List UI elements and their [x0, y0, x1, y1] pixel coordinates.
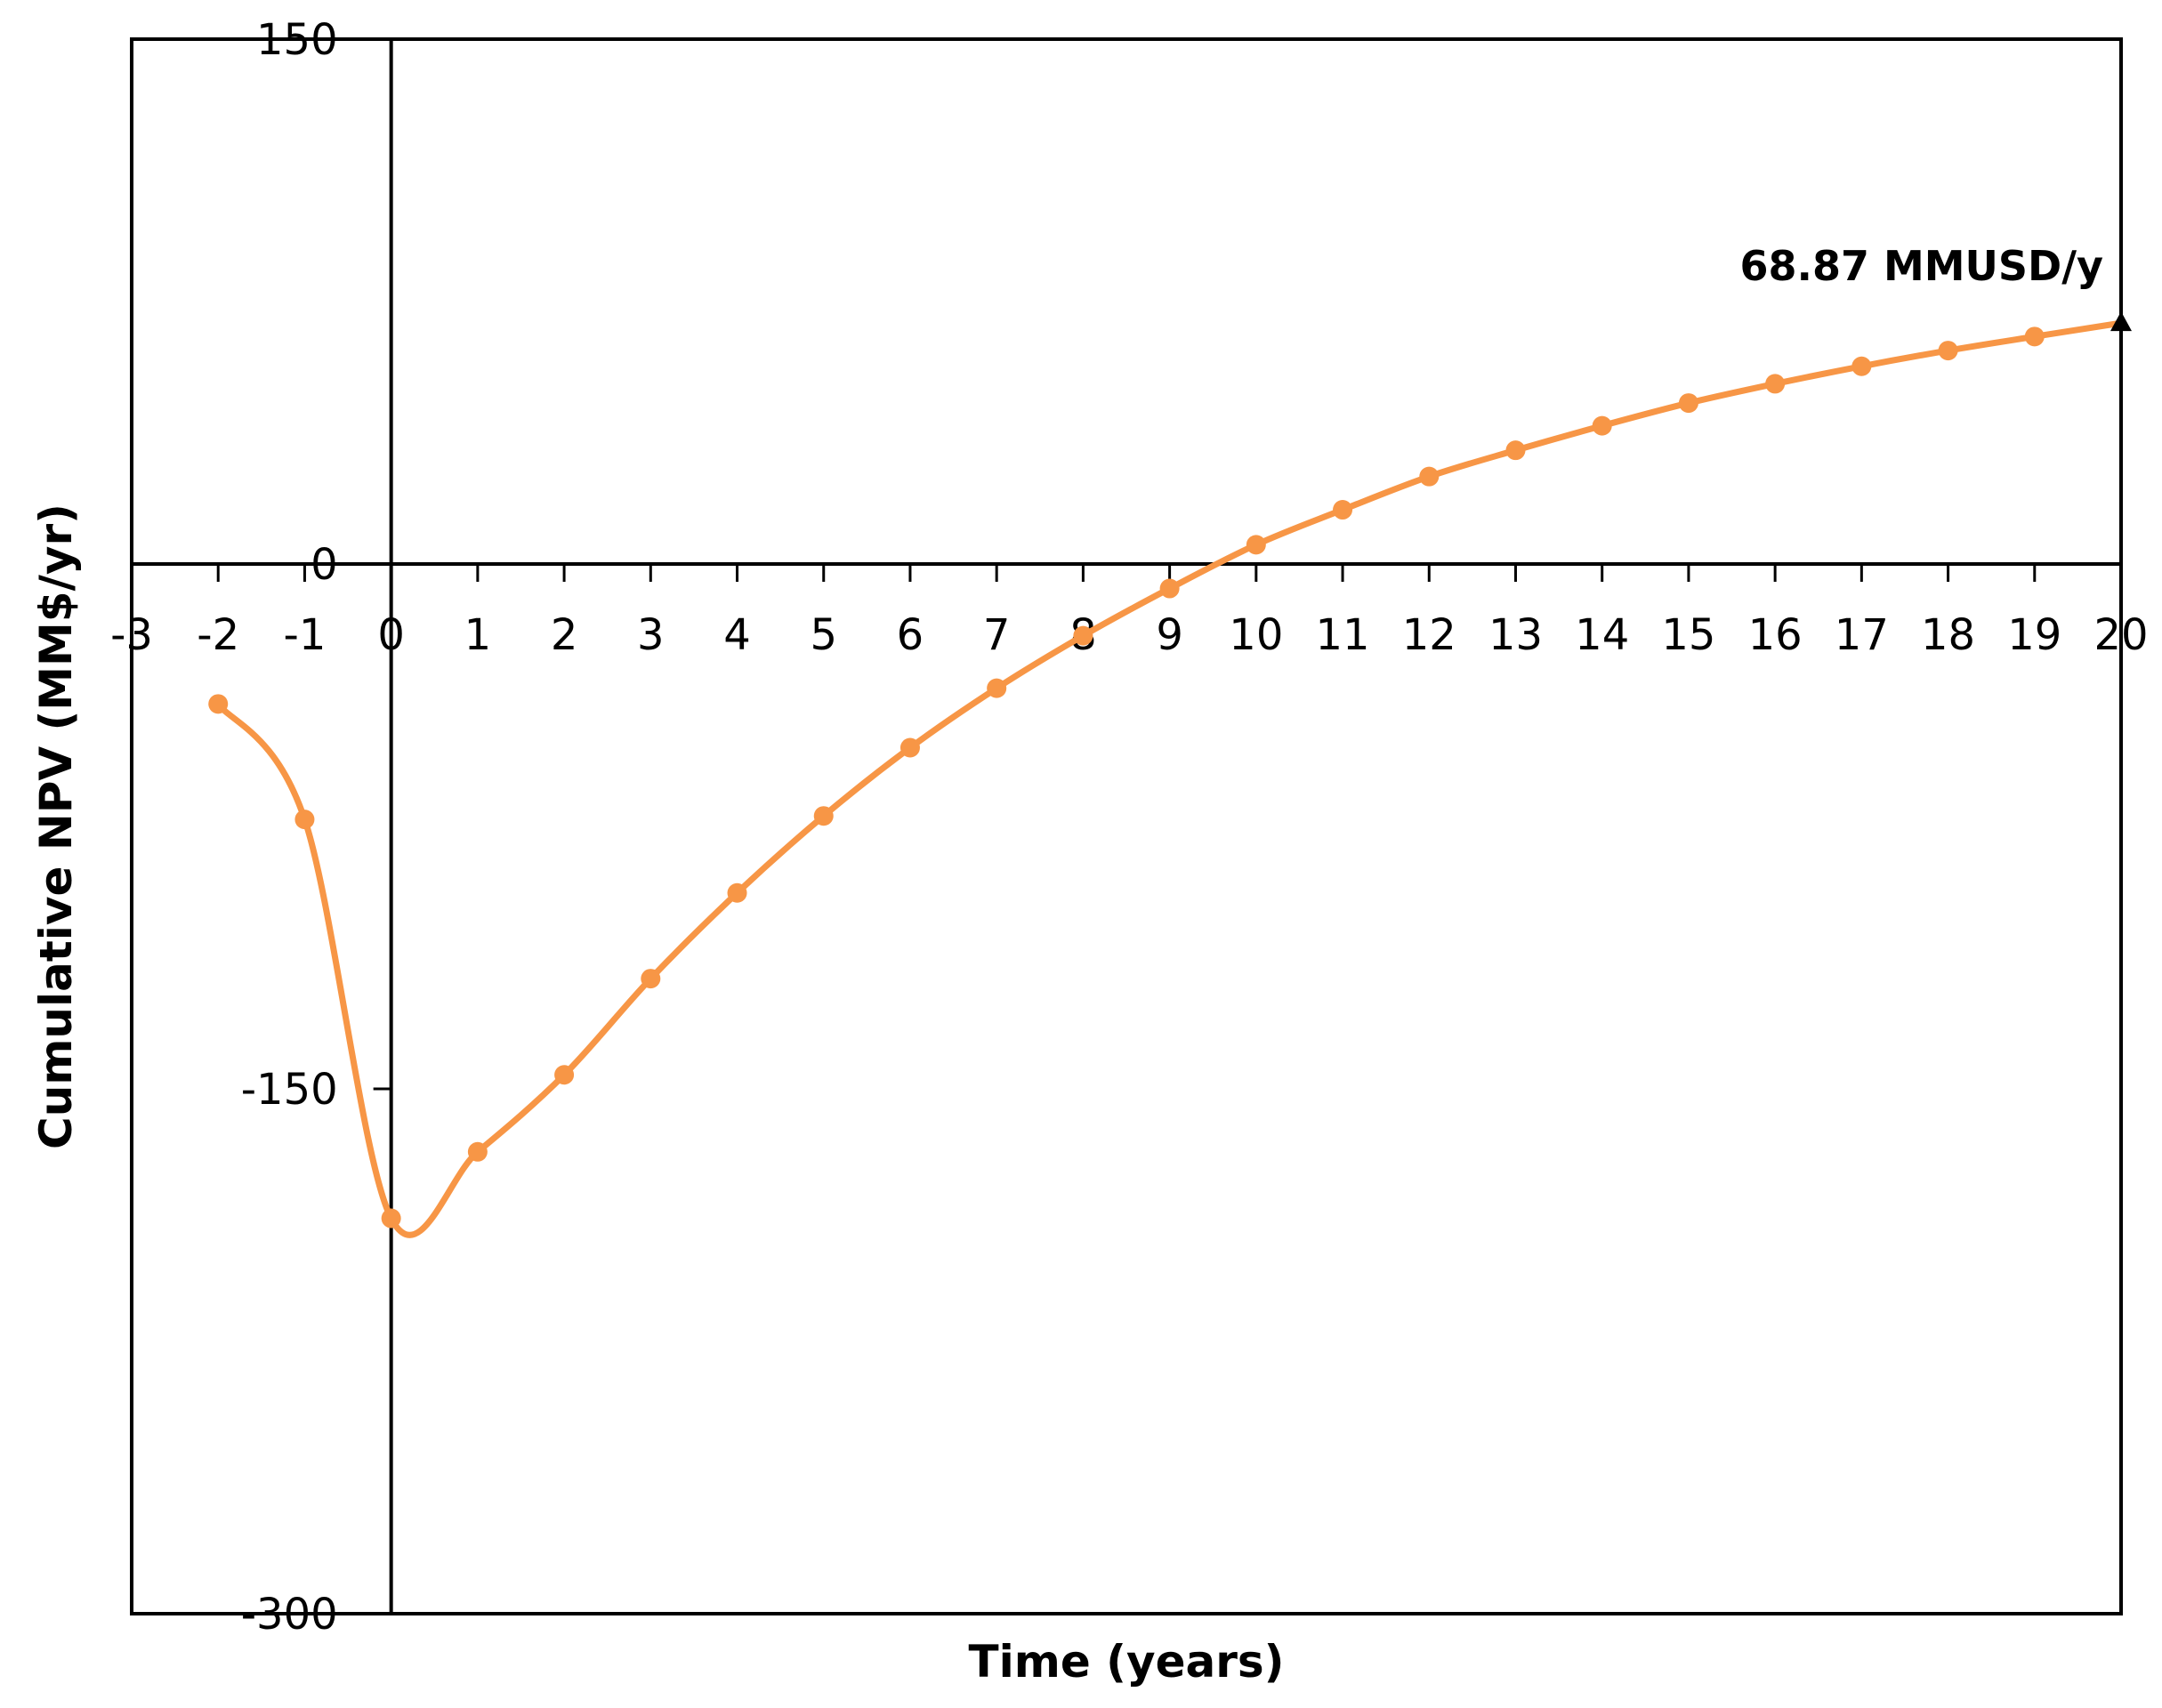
data-point	[2024, 326, 2045, 347]
x-tick-label: 1	[464, 610, 492, 660]
y-axis-label: Cumulative NPV (MM$/yr)	[30, 504, 82, 1149]
x-tick-label: 13	[1488, 610, 1543, 660]
x-tick-label: 0	[377, 610, 405, 660]
x-tick-label: 15	[1661, 610, 1715, 660]
plot-frame	[130, 37, 2123, 1615]
data-point	[1246, 535, 1266, 555]
x-tick-label: -3	[110, 610, 153, 660]
data-point	[813, 806, 834, 826]
x-axis-label: Time (years)	[968, 1636, 1284, 1688]
y-axis-ticks: 150 0 -150 -300	[241, 15, 391, 1640]
x-tick-label: 9	[1156, 610, 1183, 660]
annotation-marker-triangle	[2110, 311, 2132, 332]
data-point	[1592, 415, 1612, 436]
data-point	[1851, 356, 1872, 376]
x-tick-label: 16	[1748, 610, 1803, 660]
data-point	[1333, 500, 1353, 520]
x-tick-label: 19	[2007, 610, 2061, 660]
x-tick-label: 6	[897, 610, 924, 660]
x-tick-label: 3	[637, 610, 665, 660]
data-point	[1159, 578, 1180, 599]
data-point	[641, 969, 661, 989]
x-axis-ticks: -3-2-101234567891011121314151617181920	[110, 564, 2149, 660]
data-point	[1678, 393, 1698, 414]
x-tick-label: 20	[2093, 610, 2148, 660]
data-point	[467, 1141, 488, 1162]
y-tick-label: -300	[241, 1590, 338, 1640]
y-tick-label: 0	[311, 540, 338, 590]
data-point	[1505, 440, 1526, 461]
y-tick-label: 150	[256, 15, 338, 65]
data-point	[1073, 625, 1093, 646]
x-tick-label: -1	[284, 610, 327, 660]
data-point	[381, 1208, 401, 1229]
series-points	[208, 326, 2045, 1229]
x-tick-label: 5	[810, 610, 837, 660]
series-line	[214, 319, 2125, 1238]
x-tick-label: 10	[1229, 610, 1283, 660]
data-point	[1765, 374, 1786, 394]
data-point	[208, 694, 229, 714]
x-tick-label: 11	[1316, 610, 1370, 660]
data-point	[1938, 341, 1958, 361]
data-point	[294, 810, 315, 830]
data-point	[987, 678, 1007, 698]
x-tick-label: 4	[723, 610, 751, 660]
data-point	[727, 882, 747, 903]
data-point	[899, 737, 920, 758]
data-point	[1419, 466, 1440, 487]
x-tick-label: 7	[983, 610, 1011, 660]
x-tick-label: 18	[1921, 610, 1975, 660]
x-tick-label: 2	[551, 610, 578, 660]
y-tick-label: -150	[241, 1065, 338, 1115]
x-tick-label: -2	[197, 610, 239, 660]
data-point	[554, 1065, 575, 1085]
x-tick-label: 12	[1402, 610, 1456, 660]
x-tick-label: 14	[1575, 610, 1629, 660]
annotation-label: 68.87 MMUSD/y	[1739, 242, 2103, 290]
x-tick-label: 17	[1835, 610, 1889, 660]
